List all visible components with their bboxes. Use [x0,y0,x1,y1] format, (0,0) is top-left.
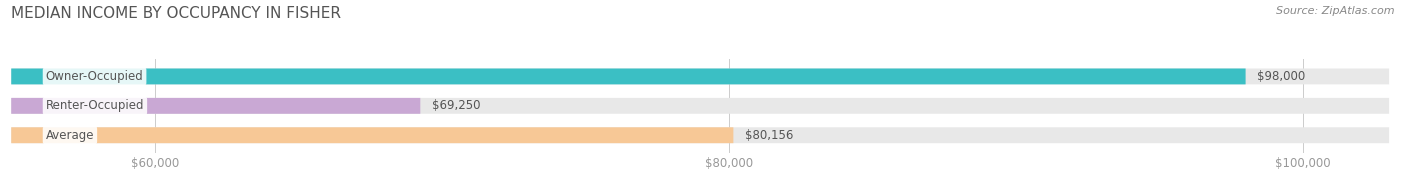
FancyBboxPatch shape [11,98,1389,114]
Text: $80,156: $80,156 [745,129,793,142]
Text: $69,250: $69,250 [432,99,481,112]
Text: Renter-Occupied: Renter-Occupied [46,99,145,112]
Text: Average: Average [46,129,94,142]
FancyBboxPatch shape [11,127,1389,143]
Text: Owner-Occupied: Owner-Occupied [46,70,143,83]
Text: $98,000: $98,000 [1257,70,1305,83]
Text: Source: ZipAtlas.com: Source: ZipAtlas.com [1277,6,1395,16]
FancyBboxPatch shape [11,98,420,114]
Text: MEDIAN INCOME BY OCCUPANCY IN FISHER: MEDIAN INCOME BY OCCUPANCY IN FISHER [11,6,342,21]
FancyBboxPatch shape [11,127,734,143]
FancyBboxPatch shape [11,69,1246,84]
FancyBboxPatch shape [11,69,1389,84]
